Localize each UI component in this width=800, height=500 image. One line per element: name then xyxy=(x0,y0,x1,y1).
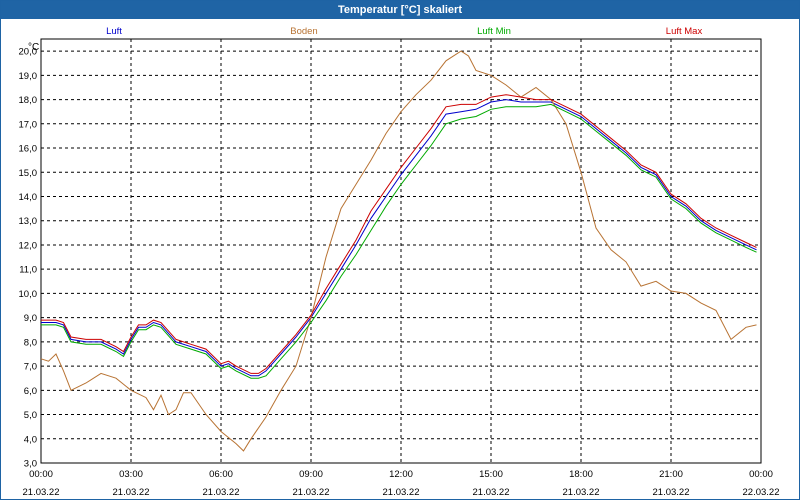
series-line xyxy=(41,99,757,377)
x-tick-time: 21:00 xyxy=(659,469,683,480)
y-tick-label: 3,0 xyxy=(24,459,37,470)
legend-entry: Luft Min xyxy=(477,26,511,37)
y-tick-label: 4,0 xyxy=(24,434,37,445)
x-tick-date: 22.03.22 xyxy=(743,487,780,498)
y-tick-label: 7,0 xyxy=(24,362,37,373)
grid xyxy=(41,39,761,464)
y-tick-label: 18,0 xyxy=(19,95,38,106)
x-tick-date: 21.03.22 xyxy=(653,487,690,498)
chart-title: Temperatur [°C] skaliert xyxy=(1,1,799,19)
x-tick-time: 03:00 xyxy=(119,469,143,480)
x-tick-time: 00:00 xyxy=(29,469,53,480)
y-tick-label: 8,0 xyxy=(24,337,37,348)
y-axis-unit: °C xyxy=(28,42,39,53)
x-tick-date: 21.03.22 xyxy=(113,487,150,498)
x-tick-date: 21.03.22 xyxy=(203,487,240,498)
x-tick-time: 12:00 xyxy=(389,469,413,480)
y-tick-label: 20,0 xyxy=(19,47,38,58)
legend-entry: Luft xyxy=(106,26,122,37)
x-tick-time: 06:00 xyxy=(209,469,233,480)
x-tick-date: 21.03.22 xyxy=(23,487,60,498)
y-tick-label: 9,0 xyxy=(24,313,37,324)
legend-entry: Luft Max xyxy=(666,26,703,37)
y-tick-label: 17,0 xyxy=(19,119,38,130)
y-tick-label: 15,0 xyxy=(19,168,38,179)
x-tick-date: 21.03.22 xyxy=(563,487,600,498)
y-tick-label: 16,0 xyxy=(19,144,38,155)
series-lines xyxy=(40,50,757,452)
x-tick-time: 09:00 xyxy=(299,469,323,480)
y-tick-label: 12,0 xyxy=(19,240,38,251)
series-line xyxy=(41,103,757,379)
y-tick-label: 19,0 xyxy=(19,71,38,82)
legend-entry: Boden xyxy=(290,26,317,37)
y-tick-label: 10,0 xyxy=(19,289,38,300)
temperature-chart: Luft Boden Luft Min Luft Max 3,0 4,0 5,0 6,0 7,… xyxy=(19,26,780,498)
y-tick-label: 14,0 xyxy=(19,192,38,203)
x-tick-date: 21.03.22 xyxy=(383,487,420,498)
series-line xyxy=(40,50,757,452)
x-tick-time: 18:00 xyxy=(569,469,593,480)
legend: Luft Boden Luft Min Luft Max xyxy=(106,26,702,37)
y-tick-label: 6,0 xyxy=(24,386,37,397)
x-tick-time: 15:00 xyxy=(479,469,503,480)
x-tick-time: 00:00 xyxy=(749,469,773,480)
y-tick-label: 11,0 xyxy=(19,265,37,276)
y-axis: 3,0 4,0 5,0 6,0 7,0 8,0 9,0 10,0 11,0 12,0 13,0 14,… xyxy=(19,47,38,470)
series-line xyxy=(41,94,757,374)
x-axis: 00:00 21.03.22 03:00 21.03.22 06:00 21.03.22 0… xyxy=(23,469,780,498)
x-tick-date: 21.03.22 xyxy=(293,487,330,498)
y-tick-label: 13,0 xyxy=(19,216,38,227)
x-tick-date: 21.03.22 xyxy=(473,487,510,498)
y-tick-label: 5,0 xyxy=(24,410,37,421)
